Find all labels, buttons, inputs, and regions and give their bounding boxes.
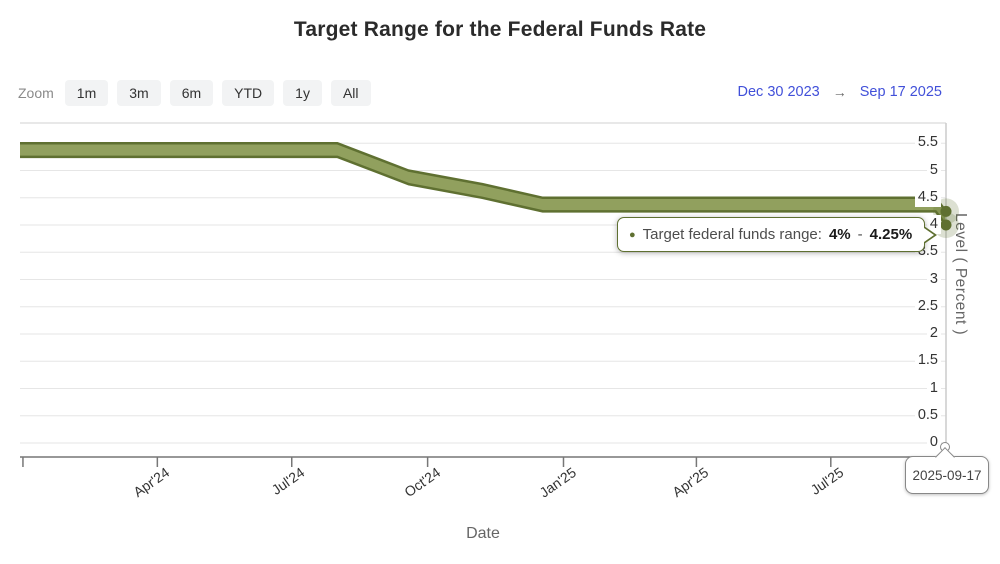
range-start-date[interactable]: Dec 30 2023 <box>737 84 820 100</box>
series-bullet-icon: ● <box>629 228 636 241</box>
data-point-marker <box>940 219 952 231</box>
range-selector: Zoom 1m 3m 6m YTD 1y All <box>18 80 371 106</box>
data-point-marker <box>940 205 952 217</box>
crosshair-date-text: 2025-09-17 <box>910 467 984 483</box>
zoom-button-3m[interactable]: 3m <box>117 80 161 106</box>
tooltip-low-value: 4% <box>828 226 851 243</box>
target-range-band <box>20 143 946 225</box>
zoom-button-6m[interactable]: 6m <box>169 80 214 106</box>
chart-title: Target Range for the Federal Funds Rate <box>293 18 707 41</box>
zoom-button-ytd[interactable]: YTD <box>222 80 275 106</box>
x-axis-title: Date <box>466 525 500 542</box>
zoom-button-1y[interactable]: 1y <box>283 80 322 106</box>
zoom-label: Zoom <box>18 85 54 101</box>
range-end-date[interactable]: Sep 17 2025 <box>859 84 942 100</box>
zoom-button-1m[interactable]: 1m <box>64 80 109 106</box>
tooltip-high-value: 4.25% <box>869 226 913 243</box>
tooltip: ● Target federal funds range: 4% - 4.25% <box>617 217 938 252</box>
y-axis-title: Level ( Percent ) <box>952 213 969 336</box>
tooltip-series-label: Target federal funds range: <box>642 226 822 243</box>
zoom-button-all[interactable]: All <box>330 80 371 106</box>
date-range: Dec 30 2023 → Sep 17 2025 <box>738 84 942 100</box>
band-lower-edge <box>20 155 947 226</box>
tooltip-separator: - <box>857 226 863 243</box>
arrow-right-icon: → <box>832 84 847 100</box>
crosshair-date-flag: 2025-09-17 <box>905 442 989 494</box>
